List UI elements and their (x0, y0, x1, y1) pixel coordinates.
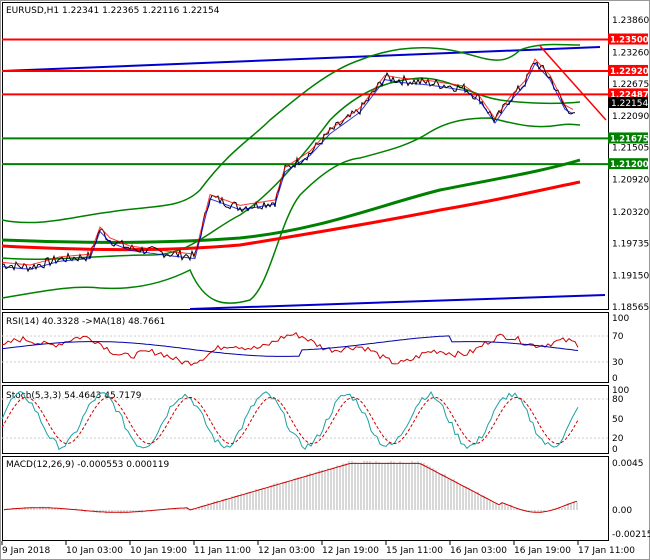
price-tick-label: 1.19735 (612, 240, 649, 250)
price-tick-label: 1.22090 (612, 112, 649, 122)
price-tick-label: 1.20920 (612, 175, 649, 185)
time-axis: 9 Jan 2018 10 Jan 03:00 10 Jan 19:00 11 Jan… (1, 541, 635, 556)
rsi-tick-70: 70 (612, 332, 624, 342)
support-resistance-levels: 1.23500 1.22920 1.22487 1.21675 1.21200 (2, 33, 649, 170)
bollinger-middle (1, 77, 581, 260)
time-tick-label: 15 Jan 11:00 (386, 546, 443, 556)
lower-trend-line (189, 294, 606, 310)
rsi-tick-30: 30 (612, 358, 624, 368)
ma-fast-red (1, 58, 574, 266)
rsi-label: RSI(14) 40.3328 ->MA(18) 48.7661 (6, 317, 165, 327)
time-tick-label: 12 Jan 19:00 (322, 546, 379, 556)
price-tick-label: 1.22675 (612, 80, 649, 90)
stoch-signal-line (1, 396, 579, 445)
stoch-label: Stoch(5,3,3) 54.4643 45.7179 (6, 391, 142, 401)
level-label: 1.22920 (610, 67, 649, 77)
level-label: 1.23500 (610, 36, 649, 46)
symbol-label: EURUSD,H1 (6, 6, 59, 16)
bollinger-lower (1, 117, 581, 304)
level-badge (608, 88, 648, 100)
rsi-tick-100: 100 (612, 314, 629, 324)
rsi-tick-0: 0 (612, 374, 618, 384)
rsi-panel[interactable] (2, 312, 609, 383)
stoch-tick-0: 0 (612, 445, 618, 455)
macd-panel[interactable] (2, 456, 609, 541)
ma-slow-red (1, 180, 581, 252)
price-tick-label: 1.23860 (612, 16, 649, 26)
time-tick-label: 9 Jan 2018 (2, 546, 50, 556)
stoch-main-line (1, 390, 579, 451)
stoch-tick-80: 80 (612, 395, 624, 405)
ma-fast-blue (1, 62, 574, 270)
level-badge (608, 33, 648, 45)
macd-signal-line (3, 462, 578, 513)
macd-tick-low: -0.002153 (612, 530, 650, 540)
time-tick-label: 16 Jan 03:00 (450, 546, 507, 556)
bollinger-upper (1, 43, 581, 224)
macd-tick-zero: 0.00 (612, 506, 632, 516)
current-price-label: 1.22154 (611, 99, 648, 109)
macd-histogram (3, 460, 578, 514)
descending-trend-line (539, 45, 607, 121)
level-badge (608, 132, 648, 144)
time-tick-label: 16 Jan 19:00 (514, 546, 571, 556)
price-tick-label: 1.23260 (612, 49, 649, 59)
level-label: 1.22487 (610, 90, 649, 100)
rsi-line (1, 331, 579, 366)
price-tick-label: 1.19150 (612, 271, 649, 281)
price-tick-label: 1.18565 (612, 303, 649, 313)
time-tick-label: 12 Jan 03:00 (258, 546, 315, 556)
current-price-badge (608, 97, 648, 108)
price-tick-label: 1.20320 (612, 208, 649, 218)
ohlc-readout: 1.22341 1.22365 1.22116 1.22154 (62, 6, 220, 16)
time-tick-label: 10 Jan 03:00 (66, 546, 123, 556)
level-badge (608, 64, 648, 76)
time-tick-label: 17 Jan 11:00 (578, 546, 635, 556)
level-label: 1.21675 (610, 134, 649, 144)
upper-trend-line (1, 46, 601, 72)
time-tick-label: 11 Jan 11:00 (194, 546, 251, 556)
time-tick-label: 10 Jan 19:00 (130, 546, 187, 556)
stoch-tick-20: 20 (612, 434, 624, 444)
price-axis: 1.23860 1.23260 1.22675 1.22090 1.21505 1.209… (612, 16, 649, 313)
macd-tick-high: 0.0045 (612, 459, 644, 469)
rsi-ma-line (1, 335, 579, 357)
ma-slow-green (1, 158, 581, 244)
stoch-tick-100: 100 (612, 386, 629, 396)
macd-label: MACD(12,26,9) -0.000553 0.000119 (6, 460, 169, 470)
price-panel[interactable] (2, 2, 609, 310)
level-badge (608, 158, 648, 170)
stoch-tick-50: 50 (612, 415, 624, 425)
level-label: 1.21200 (610, 160, 649, 170)
price-tick-label: 1.21505 (612, 144, 649, 154)
